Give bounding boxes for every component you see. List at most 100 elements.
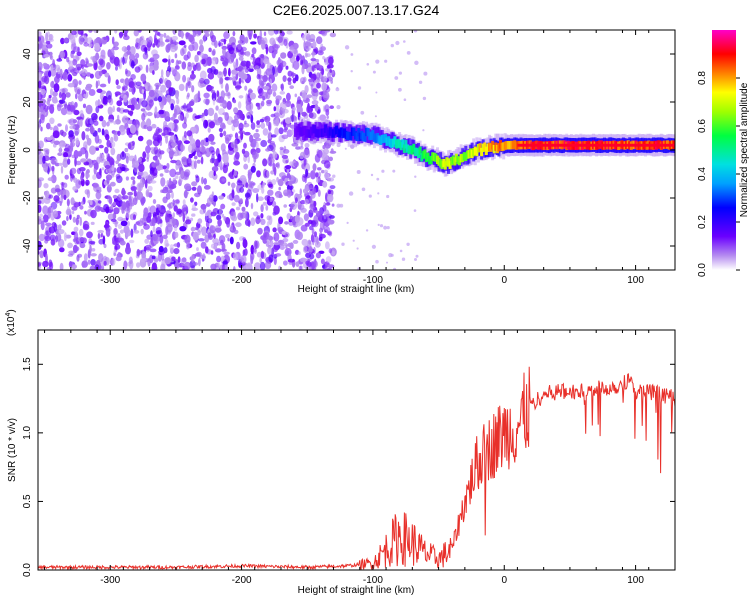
spectrogram-noise-blob [152,53,160,60]
spectrogram-noise-blob [115,79,119,86]
spectrogram-noise-blob [83,253,88,262]
spectrogram-noise-dot [413,209,417,212]
spectrogram-noise-blob [114,91,121,96]
spectrogram-noise-blob [82,103,87,109]
spectrogram-ridge-cell [368,131,372,140]
spectrogram-noise-blob [177,256,181,263]
spectrogram-noise-dot [415,254,419,258]
spectrogram-ridge-core [627,143,630,147]
spectrogram-ridge-core [663,143,666,147]
spectrogram-noise-blob [296,231,304,241]
spectrogram-ridge-cell [320,128,324,138]
spectrogram-ridge-core [523,143,526,147]
spectrogram-noise-blob [52,90,58,97]
spectrogram-noise-dot [403,98,407,101]
spectrogram-noise-blob [292,106,296,111]
spectrogram-noise-blob [175,59,179,69]
spectrogram-noise-blob [273,30,279,35]
spectrogram-noise-blob [261,91,268,100]
spectrogram-noise-blob [307,102,310,112]
spectrogram-noise-blob [217,219,222,227]
spectrogram-noise-blob [254,262,261,270]
spectrogram-noise-blob [235,222,242,228]
y-tick-label: 1.0 [22,425,33,439]
spectrogram-noise-blob [233,107,239,114]
spectrogram-noise-blob [296,103,302,110]
spectrogram-noise-blob [276,162,280,169]
spectrogram-ridge-core [545,143,548,147]
spectrogram-ridge-core [665,143,668,147]
spectrogram-noise-blob [273,242,280,246]
spectrogram-noise-blob [217,262,221,269]
spectrogram-noise-blob [65,124,68,132]
spectrogram-noise-blob [140,228,144,235]
spectrogram-noise-blob [243,163,249,170]
spectrogram-noise-blob [136,182,143,192]
spectrogram-noise-blob [253,132,260,139]
spectrogram-ridge-core [578,143,581,147]
spectrogram-noise-blob [300,200,306,205]
spectrogram-noise-blob [169,168,177,178]
spectrogram-noise-blob [86,231,93,239]
spectrogram-noise-blob [327,219,335,225]
spectrogram-noise-blob [115,201,120,206]
spectrogram-noise-blob [237,40,242,44]
spectrogram-ridge-cell [423,149,427,158]
spectrogram-noise-blob [213,69,219,76]
spectrogram-ridge-core [562,143,565,147]
spectrogram-ridge-cell [360,130,364,140]
spectrogram-noise-dot [365,229,369,232]
spectrogram-noise-blob [308,184,313,189]
spectrogram-noise-dot [395,40,400,46]
spectrogram-ridge-cell [440,160,444,170]
spectrogram-noise-blob [60,165,64,174]
spectrogram-noise-blob [70,197,75,206]
spectrogram-noise-blob [302,188,309,194]
spectrogram-noise-blob [245,262,253,270]
spectrogram-noise-blob [57,238,65,248]
spectrogram-noise-blob [111,258,116,266]
spectrogram-noise-dot [344,147,347,150]
spectrogram-noise-blob [250,244,255,255]
spectrogram-ridge-cell [459,154,463,163]
spectrogram-noise-blob [253,240,258,250]
spectrogram-noise-blob [267,189,274,196]
spectrogram-noise-blob [327,267,332,270]
spectrogram-noise-blob [244,36,249,44]
spectrogram-ridge-cell [486,143,490,152]
spectrogram-noise-blob [39,250,44,259]
spectrogram-noise-blob [85,179,90,186]
spectrogram-noise-blob [210,263,217,270]
spectrogram-noise-blob [187,80,192,89]
spectrogram-noise-blob [255,141,259,150]
spectrogram-noise-blob [191,181,198,187]
spectrogram-noise-blob [71,30,77,36]
spectrogram-noise-blob [277,36,283,43]
spectrogram-ridge-cell [306,121,310,136]
spectrogram-noise-blob [253,211,259,217]
spectrogram-noise-blob [303,40,307,50]
spectrogram-noise-blob [157,215,161,225]
spectrogram-noise-blob [130,176,136,181]
spectrogram-noise-blob [140,258,147,263]
y-tick-label: -20 [22,190,33,205]
spectrogram-noise-blob [131,140,135,146]
spectrogram-noise-blob [297,211,301,215]
spectrogram-ridge-cell [447,158,450,167]
spectrogram-noise-blob [319,91,324,96]
spectrogram-noise-blob [233,170,238,176]
spectrogram-noise-blob [66,198,70,207]
spectrogram-noise-blob [241,80,245,84]
spectrogram-ridge-core [533,143,536,147]
spectrogram-ridge-cell [445,157,449,166]
spectrogram-noise-blob [233,49,238,54]
spectrogram-noise-blob [225,83,229,93]
snr-x-ticks: -300 -200 -100 0 100 [44,330,676,586]
spectrogram-noise-blob [75,217,80,226]
spectrogram-ridge-cell [319,128,323,137]
spectrogram-noise-blob [170,183,177,189]
spectrogram-noise-blob [73,46,80,53]
spectrogram-noise-blob [200,241,207,249]
spectrogram-noise-blob [40,105,44,113]
